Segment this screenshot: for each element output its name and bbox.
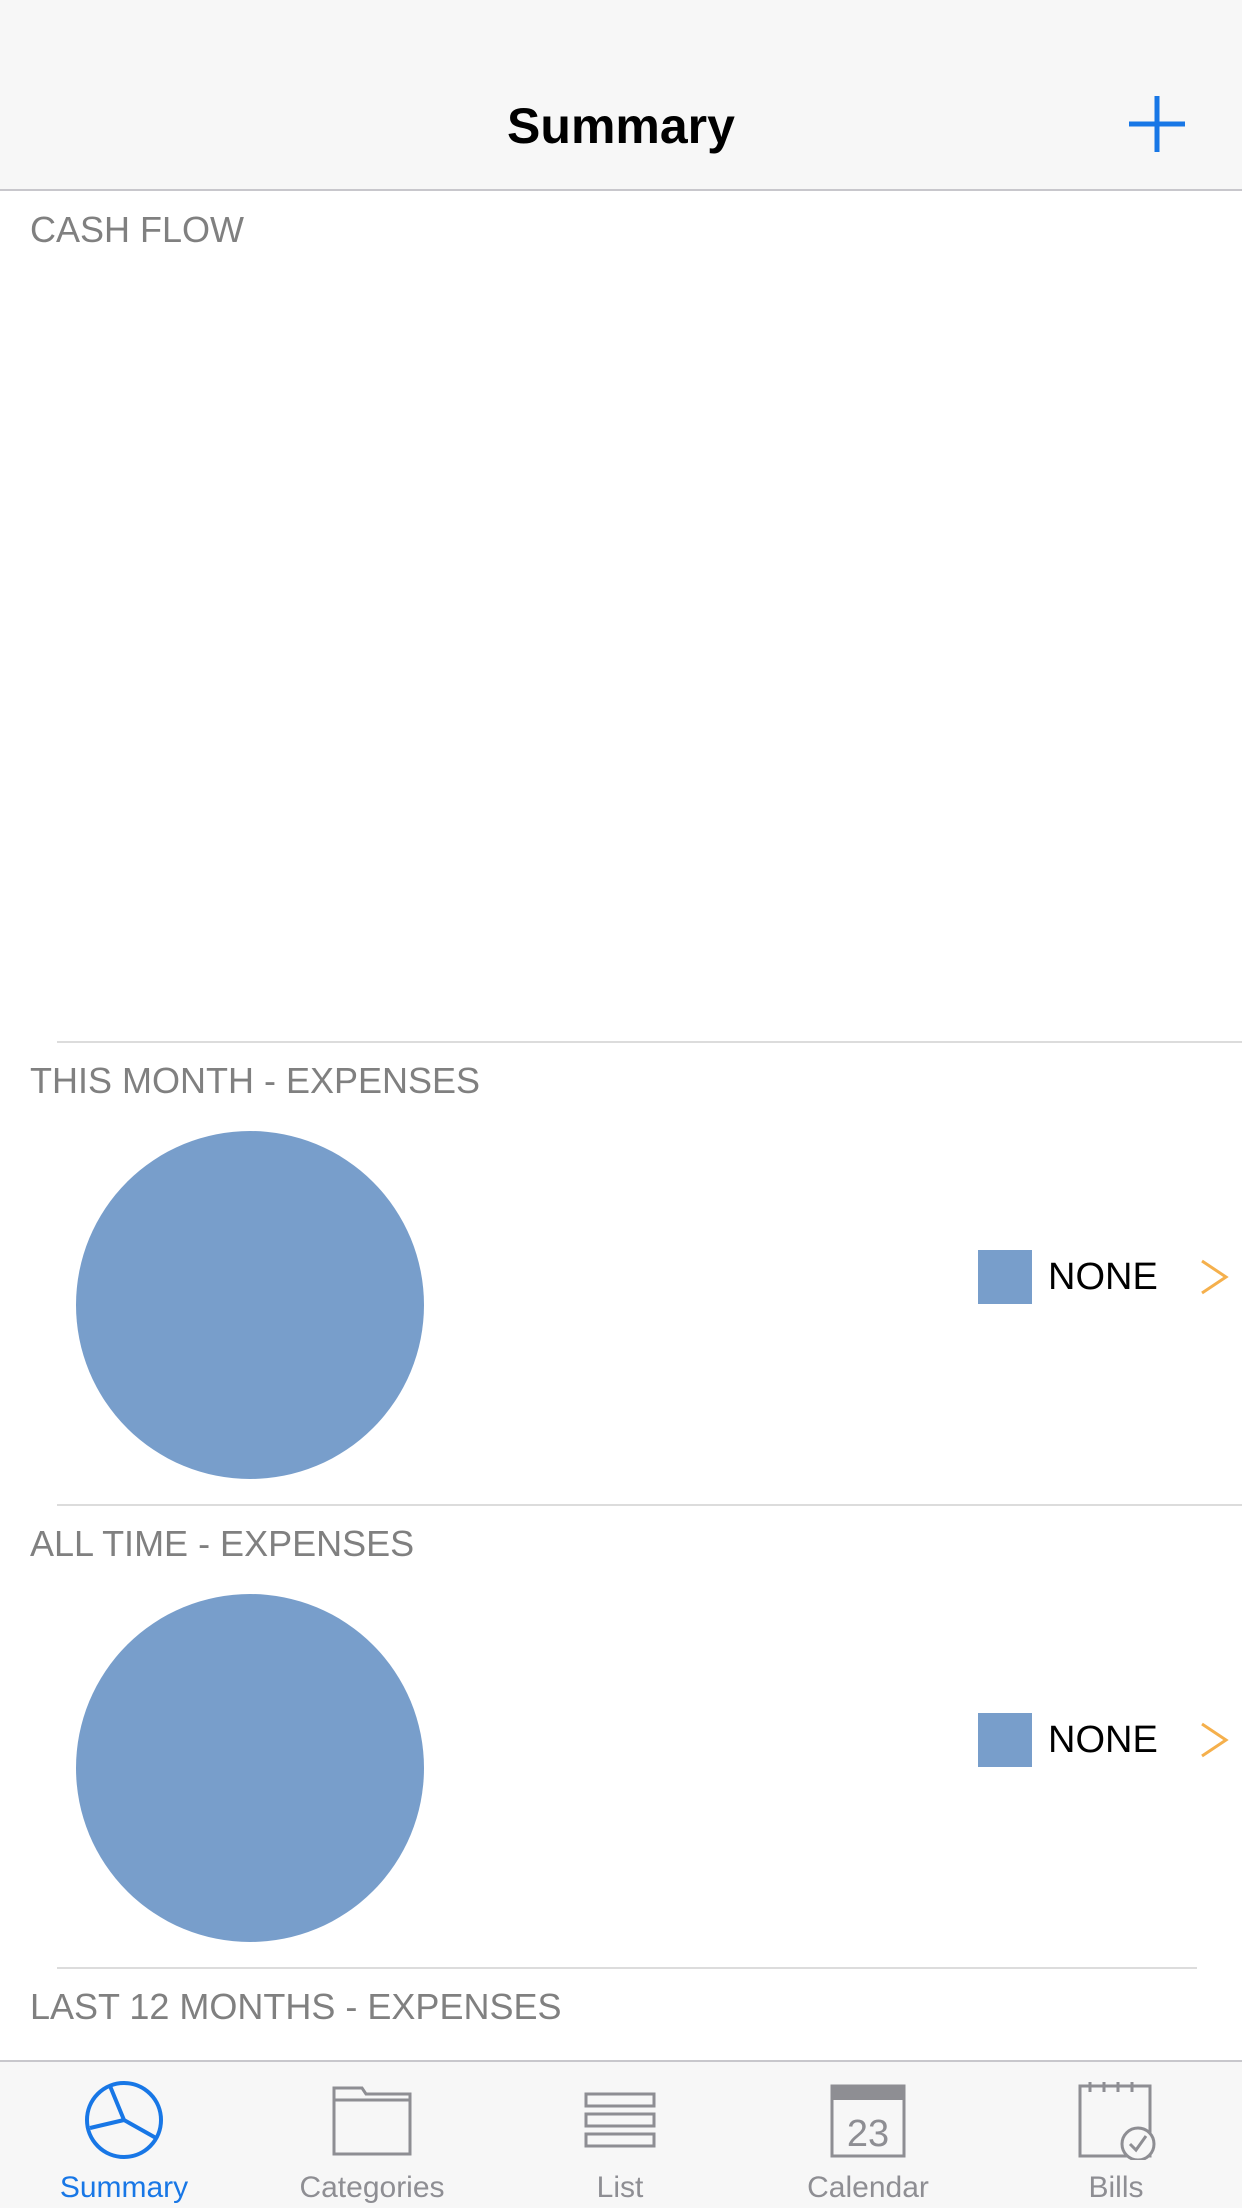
divider (57, 1504, 1242, 1506)
tab-label: Categories (299, 2171, 445, 2204)
tab-bills[interactable]: Bills (992, 2062, 1240, 2210)
legend-label: NONE (1048, 1255, 1158, 1298)
this-month-pie-chart[interactable] (70, 1125, 430, 1485)
all-time-expenses-chart: NONE (0, 1568, 1242, 1968)
legend-swatch (978, 1250, 1032, 1304)
plus-icon (1129, 96, 1185, 152)
pie-slice-none (76, 1131, 424, 1479)
all-time-pie-chart[interactable] (70, 1588, 430, 1948)
chevron-right-icon (1200, 1722, 1229, 1758)
tab-summary[interactable]: Summary (0, 2062, 248, 2210)
all-time-expenses-label: ALL TIME - EXPENSES (30, 1523, 415, 1564)
tab-label: Bills (1088, 2171, 1144, 2204)
divider (57, 1967, 1197, 1969)
navigation-bar: Summary (0, 0, 1242, 191)
tab-calendar[interactable]: 23 Calendar (744, 2062, 992, 2210)
page-title: Summary (507, 98, 735, 154)
tab-bar: Summary Categories List 23 Calendar (0, 2060, 1242, 2208)
chevron-right-icon (1200, 1259, 1229, 1295)
legend-label: NONE (1048, 1718, 1158, 1761)
legend-swatch (978, 1713, 1032, 1767)
folder-icon (332, 2086, 412, 2156)
cash-flow-chart[interactable] (0, 260, 1242, 1040)
legend-item-none[interactable]: NONE (978, 1710, 1234, 1770)
calendar-icon: 23 (830, 2084, 906, 2158)
divider (57, 1041, 1242, 1043)
last-12-months-expenses-label: LAST 12 MONTHS - EXPENSES (30, 1986, 562, 2027)
this-month-expenses-label: THIS MONTH - EXPENSES (30, 1060, 481, 1101)
tab-label: Summary (59, 2171, 189, 2204)
bills-check-icon (1078, 2082, 1156, 2160)
pie-chart-icon (85, 2081, 163, 2159)
tab-label: Calendar (807, 2171, 929, 2204)
this-month-expenses-chart: NONE (0, 1105, 1242, 1505)
tab-list[interactable]: List (496, 2062, 744, 2210)
tab-label: List (596, 2171, 644, 2204)
list-icon (584, 2092, 656, 2148)
pie-slice-none (76, 1594, 424, 1942)
legend-item-none[interactable]: NONE (978, 1247, 1234, 1307)
tab-categories[interactable]: Categories (248, 2062, 496, 2210)
calendar-day-text: 23 (847, 2113, 889, 2155)
add-button[interactable] (1125, 92, 1189, 156)
cash-flow-label: CASH FLOW (30, 209, 245, 250)
